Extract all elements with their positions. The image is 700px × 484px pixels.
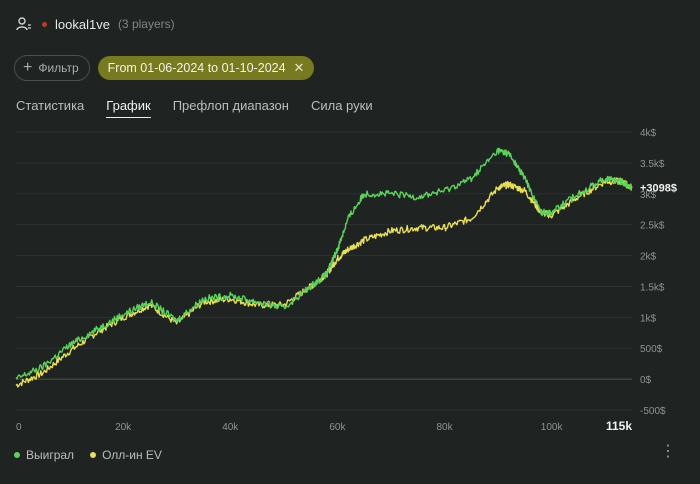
y-tick-label: 2.5k$ (640, 221, 665, 232)
tab-graph[interactable]: График (106, 98, 151, 118)
tab-hand-strength[interactable]: Сила руки (310, 98, 373, 113)
tab-statistics[interactable]: Статистика (16, 98, 85, 113)
filter-button[interactable]: + Фильтр (14, 55, 90, 81)
tab-preflop-range[interactable]: Префлоп диапазон (172, 98, 289, 113)
legend-label: Олл-ин EV (102, 448, 162, 462)
user-icon[interactable] (16, 16, 32, 32)
status-dot (42, 21, 47, 27)
series-line-won (15, 147, 633, 380)
legend-label: Выиграл (26, 448, 75, 462)
x-tick-label: 80k (436, 422, 453, 433)
y-tick-label: 1k$ (640, 313, 657, 324)
y-tick-label: 3k$ (640, 190, 657, 201)
x-tick-label: 0 (16, 422, 22, 433)
more-options-icon[interactable]: ⋮ (660, 443, 676, 460)
plus-icon: + (23, 59, 33, 76)
x-tick-label: 60k (329, 422, 346, 433)
date-range-label: From 01-06-2024 to 01-10-2024 (107, 61, 286, 75)
header: lookal1ve (3 players) (16, 14, 175, 34)
y-tick-label: 500$ (640, 344, 663, 355)
legend-item-won[interactable]: Выиграл (14, 448, 74, 462)
end-value-label: +3098$ (640, 183, 677, 195)
x-tick-label: 40k (222, 422, 239, 433)
y-tick-label: 4k$ (640, 128, 657, 139)
x-tick-label: 100k (541, 422, 564, 433)
legend-swatch (14, 452, 20, 458)
legend-swatch (90, 452, 97, 458)
x-tick-label: 20k (115, 422, 132, 433)
results-chart[interactable]: 4k$ 3.5k$ 3k$ 2.5k$ 2k$ 1.5k$ 1k$ 500$ 0$ -500$ 0 2… (0, 120, 700, 436)
players-count: (3 players) (117, 17, 175, 31)
username: lookal1ve (55, 16, 110, 32)
tabs: Статистика График Префлоп диапазон Сила … (16, 98, 373, 118)
filter-label: Фильтр (38, 61, 79, 75)
close-icon[interactable]: ✕ (293, 60, 305, 75)
y-tick-label: 1.5k$ (640, 282, 665, 293)
date-range-chip[interactable]: From 01-06-2024 to 01-10-2024 ✕ (97, 56, 315, 80)
y-tick-label: -500$ (640, 406, 666, 417)
y-tick-label: 0$ (640, 375, 652, 386)
y-tick-label: 3.5k$ (640, 159, 665, 170)
legend-item-allin-ev[interactable]: Олл-ин EV (90, 448, 162, 462)
y-tick-label: 2k$ (640, 252, 657, 263)
x-tick-label: 115k (606, 419, 632, 433)
legend: Выиграл Олл-ин EV (14, 448, 162, 462)
filter-row: + Фильтр From 01-06-2024 to 01-10-2024 ✕ (14, 55, 315, 81)
